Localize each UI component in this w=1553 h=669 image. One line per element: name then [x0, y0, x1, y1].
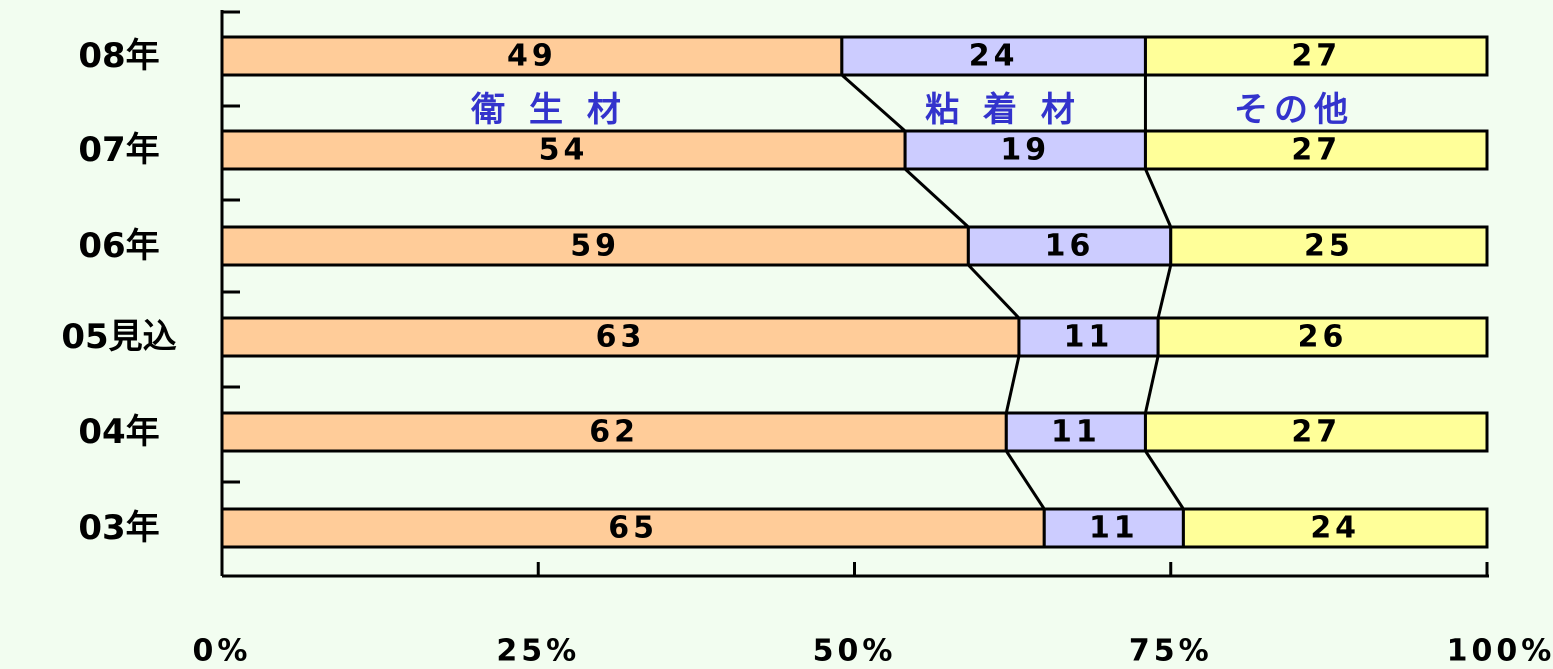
connector-line-2-1 [1156, 264, 1173, 319]
series-label-2: その他 [1234, 90, 1354, 130]
data-label-4-2: 27 [1291, 415, 1341, 450]
data-label-2-2: 25 [1304, 229, 1354, 264]
connector-line-3-0 [1004, 355, 1021, 414]
bar-segment-2-2 [1169, 225, 1489, 267]
data-label-0-1: 24 [969, 39, 1019, 74]
bar-segment-0-2 [1143, 35, 1489, 77]
connector-line-2-0 [967, 263, 1021, 320]
category-label-0: 08年 [78, 36, 159, 76]
bar-segment-5-1 [1042, 507, 1185, 549]
bar-segment-3-0 [220, 316, 1021, 358]
data-label-2-1: 16 [1045, 229, 1095, 264]
data-label-3-1: 11 [1064, 320, 1114, 355]
bar-segment-5-2 [1181, 507, 1489, 549]
x-tick-label-0: 0% [193, 634, 252, 669]
connector-line-1-0 [904, 167, 970, 229]
bar-segment-2-0 [220, 225, 970, 267]
data-label-3-2: 26 [1298, 320, 1348, 355]
data-label-4-1: 11 [1051, 415, 1101, 450]
bar-segment-4-2 [1143, 411, 1489, 453]
data-label-2-0: 59 [570, 229, 620, 264]
x-tick-label-4: 100% [1447, 634, 1553, 669]
category-label-3: 05見込 [61, 317, 176, 357]
connector-line-4-1 [1144, 450, 1185, 510]
x-tick-label-3: 75% [1129, 634, 1213, 669]
series-label-0: 衛 生 材 [470, 90, 627, 130]
category-label-2: 06年 [78, 226, 159, 266]
category-label-5: 03年 [78, 508, 159, 548]
data-label-5-1: 11 [1089, 511, 1139, 546]
data-label-1-2: 27 [1291, 133, 1341, 168]
connector-line-0-0 [840, 73, 907, 133]
bar-segment-4-0 [220, 411, 1008, 453]
category-label-4: 04年 [78, 412, 159, 452]
data-label-5-2: 24 [1310, 511, 1360, 546]
x-tick-label-2: 50% [813, 634, 897, 669]
connector-line-1-1 [1144, 168, 1173, 228]
connector-line-4-0 [1005, 450, 1046, 510]
bar-segment-3-1 [1017, 316, 1160, 358]
bar-segment-1-1 [903, 129, 1147, 171]
series-label-1: 粘 着 材 [925, 90, 1081, 130]
category-label-1: 07年 [78, 130, 159, 170]
data-label-1-1: 19 [1000, 133, 1050, 168]
data-label-3-0: 63 [596, 320, 646, 355]
connector-line-3-1 [1143, 355, 1160, 414]
data-label-0-0: 49 [507, 39, 557, 74]
bar-segment-1-2 [1143, 129, 1489, 171]
data-label-0-2: 27 [1291, 39, 1341, 74]
bar-segment-0-1 [840, 35, 1147, 77]
bar-segment-4-1 [1004, 411, 1147, 453]
bar-segment-5-0 [220, 507, 1046, 549]
data-label-4-0: 62 [589, 415, 639, 450]
bar-segment-1-0 [220, 129, 907, 171]
bar-segment-3-2 [1156, 316, 1489, 358]
data-label-5-0: 65 [608, 511, 658, 546]
x-tick-label-1: 25% [496, 634, 580, 669]
data-label-1-0: 54 [539, 133, 589, 168]
